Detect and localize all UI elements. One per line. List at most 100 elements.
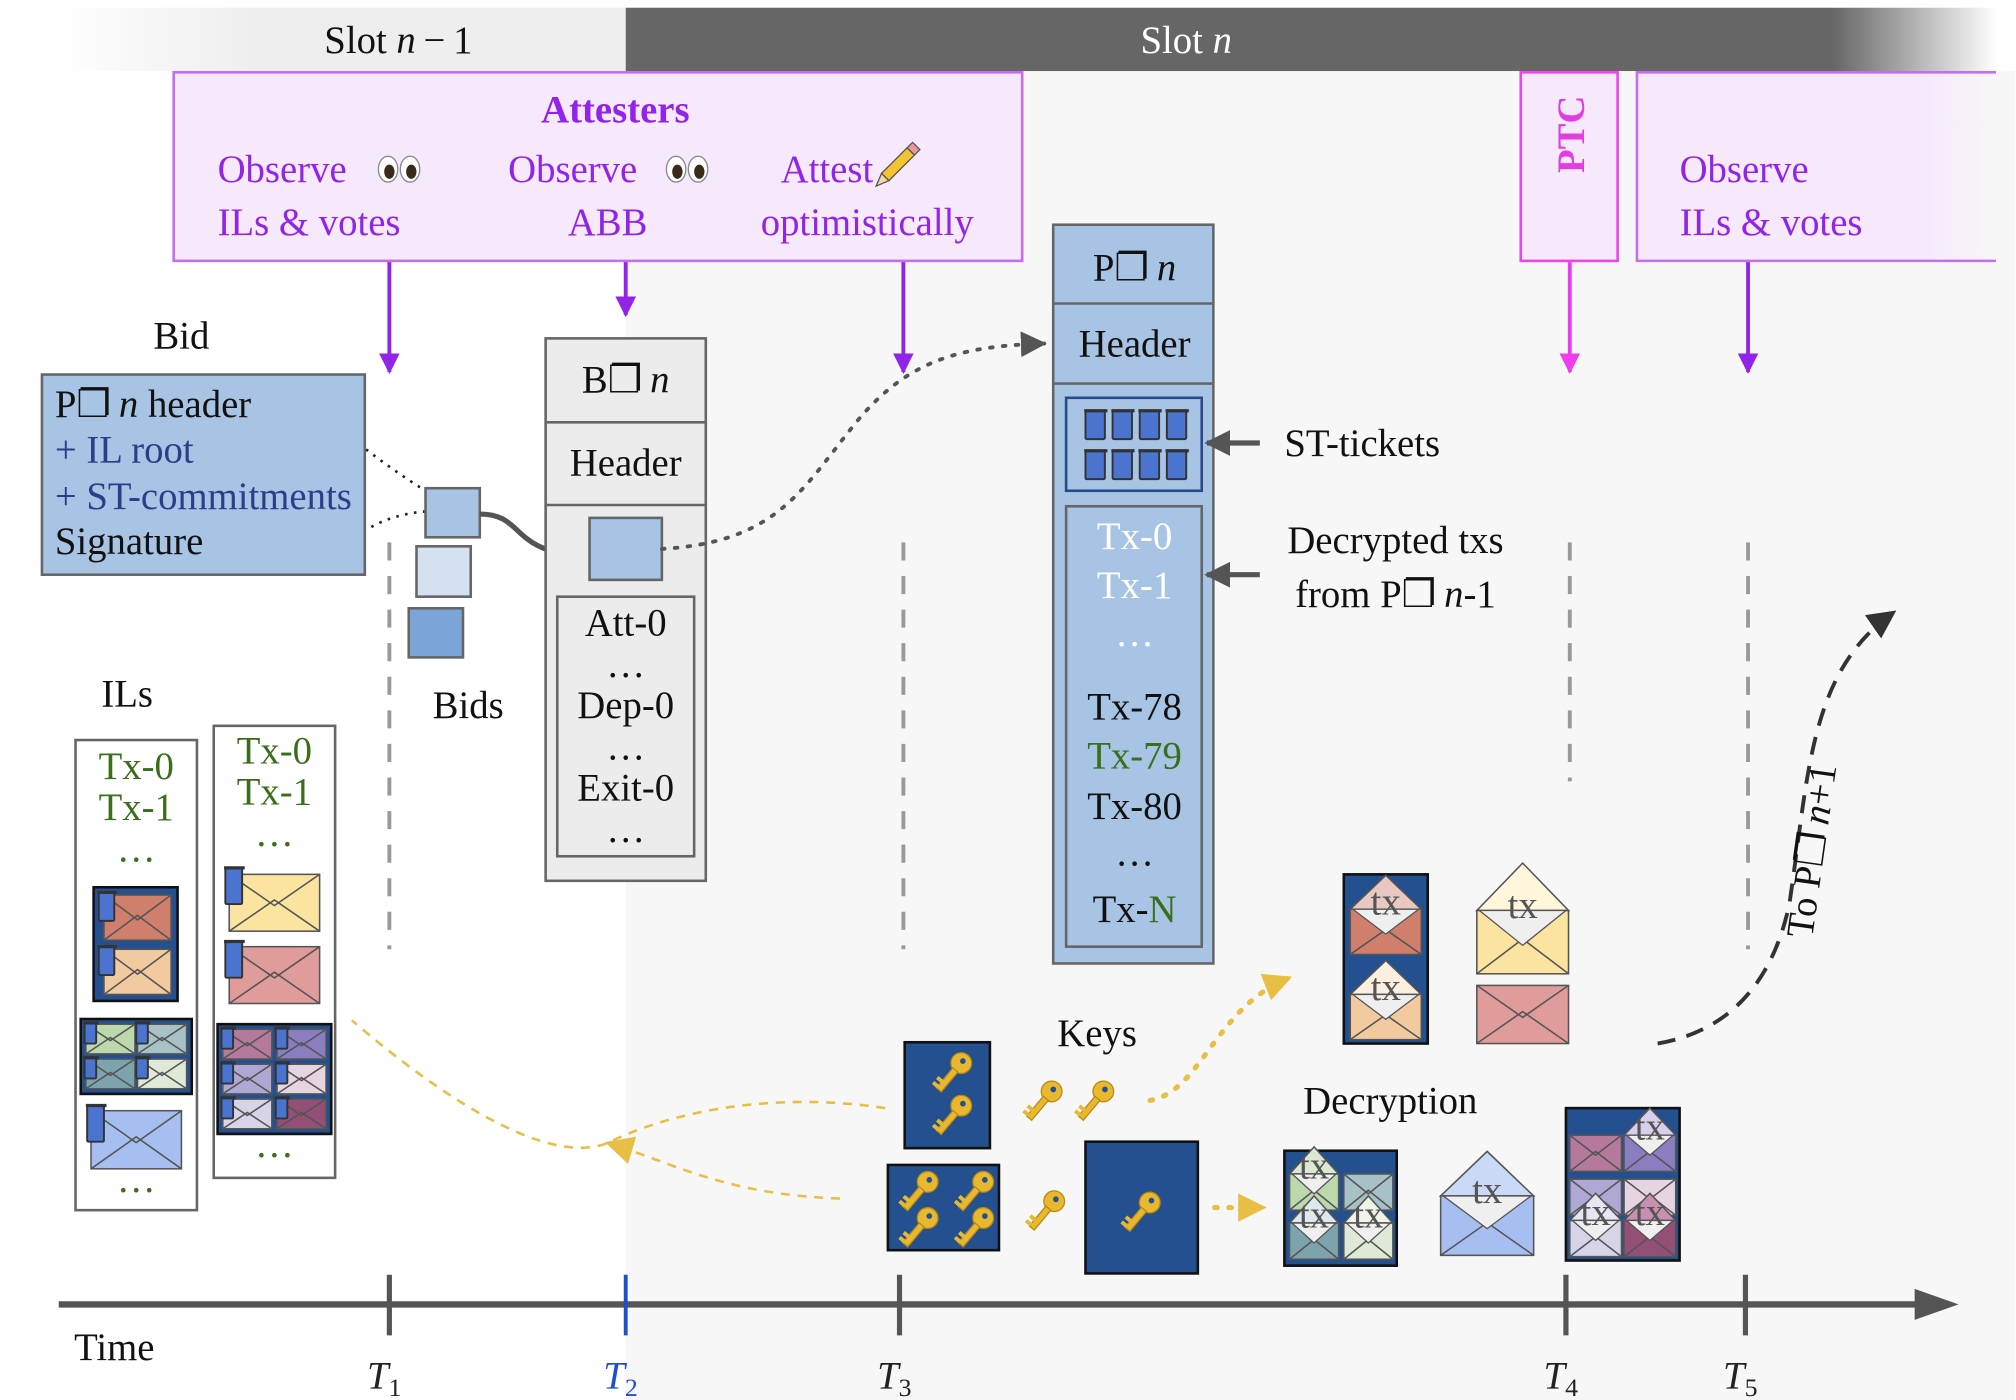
key-hole: [1102, 1086, 1108, 1093]
key-icon: [953, 1170, 995, 1212]
decryption-label: Decryption: [1303, 1079, 1477, 1122]
attesters-observe-abb-line1: Observe: [508, 148, 637, 191]
st-tickets-label: ST-tickets: [1284, 422, 1440, 465]
payload-tx-list: Tx-0Tx-1…Tx-78Tx-79Tx-80…: [1087, 515, 1182, 874]
slot-current-bar: [625, 7, 1998, 72]
attesters-observe-ils-line2: ILs & votes: [218, 201, 401, 244]
attesters-attest-line1: Attest: [781, 148, 874, 191]
timeline-arrowhead: [1914, 1288, 1959, 1320]
key-tooth: [931, 1123, 940, 1131]
key-shaft: [1123, 1206, 1148, 1233]
key-tooth: [1024, 1219, 1033, 1227]
envelope-fold: [103, 968, 172, 996]
st-ticket-icon: [274, 1061, 289, 1085]
slot-prev-label: Slot n − 1: [324, 19, 472, 62]
beacon-block-title: B❐ n: [582, 359, 670, 402]
pencil: [874, 141, 921, 188]
key-icon: [1073, 1080, 1115, 1122]
decrypted-label-line2: from P❐ n-1: [1295, 573, 1496, 616]
key-tooth: [898, 1235, 906, 1244]
envelope-icon: [228, 945, 321, 1005]
envelope-letter: [1344, 1222, 1392, 1244]
key-tooth: [931, 1080, 940, 1089]
beacon-block-item: …: [606, 808, 645, 851]
pencil-icon: [874, 141, 921, 188]
pupil: [384, 164, 395, 179]
eyes-icon: [377, 155, 421, 183]
key-icon: [931, 1094, 973, 1136]
il-envelopes: [79, 866, 333, 1170]
payload-header: Header: [1079, 322, 1191, 365]
key-icon: [953, 1207, 995, 1248]
st-ticket-icon: [1111, 409, 1133, 441]
attesters-box: [172, 71, 1024, 263]
key-tooth: [1029, 1214, 1037, 1222]
st-ticket-icon: [83, 1056, 98, 1080]
st-ticket-icon: [224, 866, 244, 906]
attesters-observe-abb-line2: ABB: [568, 201, 648, 244]
beacon-block-item: Dep-0: [577, 684, 674, 727]
envelope-tag: tx: [1581, 1191, 1611, 1234]
navy-box: [903, 1040, 992, 1150]
key-hole: [982, 1177, 988, 1183]
envelope-fold: [85, 1036, 136, 1055]
envelope-fold: [228, 898, 321, 932]
envelope-letter: [1624, 1219, 1675, 1242]
timeline-tick-label: T4: [1544, 1354, 1579, 1400]
bid-label: Bid: [153, 315, 209, 358]
key-tooth: [898, 1199, 906, 1207]
key-shaft: [901, 1185, 926, 1212]
envelope-fold: [103, 914, 172, 941]
ils-label: ILs: [101, 672, 153, 715]
envelope-letter: [1350, 908, 1421, 935]
payload-tx: Tx-1: [1097, 564, 1172, 607]
key-shaft: [1077, 1095, 1101, 1122]
bids-label: Bids: [433, 684, 504, 727]
envelope-tag: tx: [1472, 1169, 1502, 1212]
envelope-fold: [137, 1036, 188, 1055]
key-tooth: [1073, 1109, 1082, 1117]
key-tooth: [953, 1235, 962, 1244]
st-ticket-icon: [97, 945, 116, 977]
bid-il-root-line: + IL root: [55, 428, 194, 471]
timeline-tick-label: T1: [367, 1354, 401, 1400]
envelope-letter: [1290, 1222, 1338, 1244]
attesters-observe-ils-line1: Observe: [218, 148, 347, 191]
envelope-tag: tx: [1353, 1193, 1383, 1236]
bid-box: [40, 373, 367, 577]
key-shaft: [957, 1221, 981, 1248]
key-hole: [960, 1058, 966, 1064]
st-ticket-icon: [1084, 449, 1106, 481]
pupil: [406, 164, 417, 179]
ptc-label: PTC: [1550, 96, 1593, 173]
envelope-fold: [90, 1110, 182, 1144]
key-tooth: [1078, 1104, 1086, 1112]
payload-title: P❐ n: [1093, 246, 1176, 289]
envelope-fold: [1569, 1134, 1622, 1157]
st-ticket-icon: [1165, 449, 1188, 481]
st-ticket-icon: [1111, 449, 1133, 481]
keys-to-envelopes-arrow: [1147, 973, 1293, 1103]
key-tooth: [902, 1231, 910, 1239]
envelope-tag: tx: [1299, 1193, 1329, 1236]
payload-tx: Tx-79: [1087, 734, 1182, 777]
payload-tx: Tx-0: [1097, 515, 1172, 558]
envelope-tag: tx: [1299, 1144, 1329, 1187]
beacon-block-item: …: [606, 643, 645, 686]
bid-square: [415, 545, 473, 598]
key-tooth: [1120, 1220, 1128, 1228]
beacon-block-item: …: [606, 725, 645, 768]
il2-ellipsis: …: [255, 812, 294, 855]
envelope-fold: [90, 1135, 182, 1170]
keys: [886, 1040, 1200, 1275]
timeline-tick-label: T2: [603, 1354, 637, 1400]
il2-tx: Tx-0: [237, 729, 312, 772]
envelope-letter: [1477, 909, 1568, 947]
bid-square: [407, 607, 465, 659]
st-ticket-icon: [1138, 409, 1161, 441]
envelope-icon: [90, 1109, 183, 1170]
st-ticket-icon: [224, 940, 244, 979]
key-hole: [960, 1100, 966, 1107]
st-tickets: [1084, 409, 1189, 481]
envelope-fold: [228, 971, 321, 1005]
